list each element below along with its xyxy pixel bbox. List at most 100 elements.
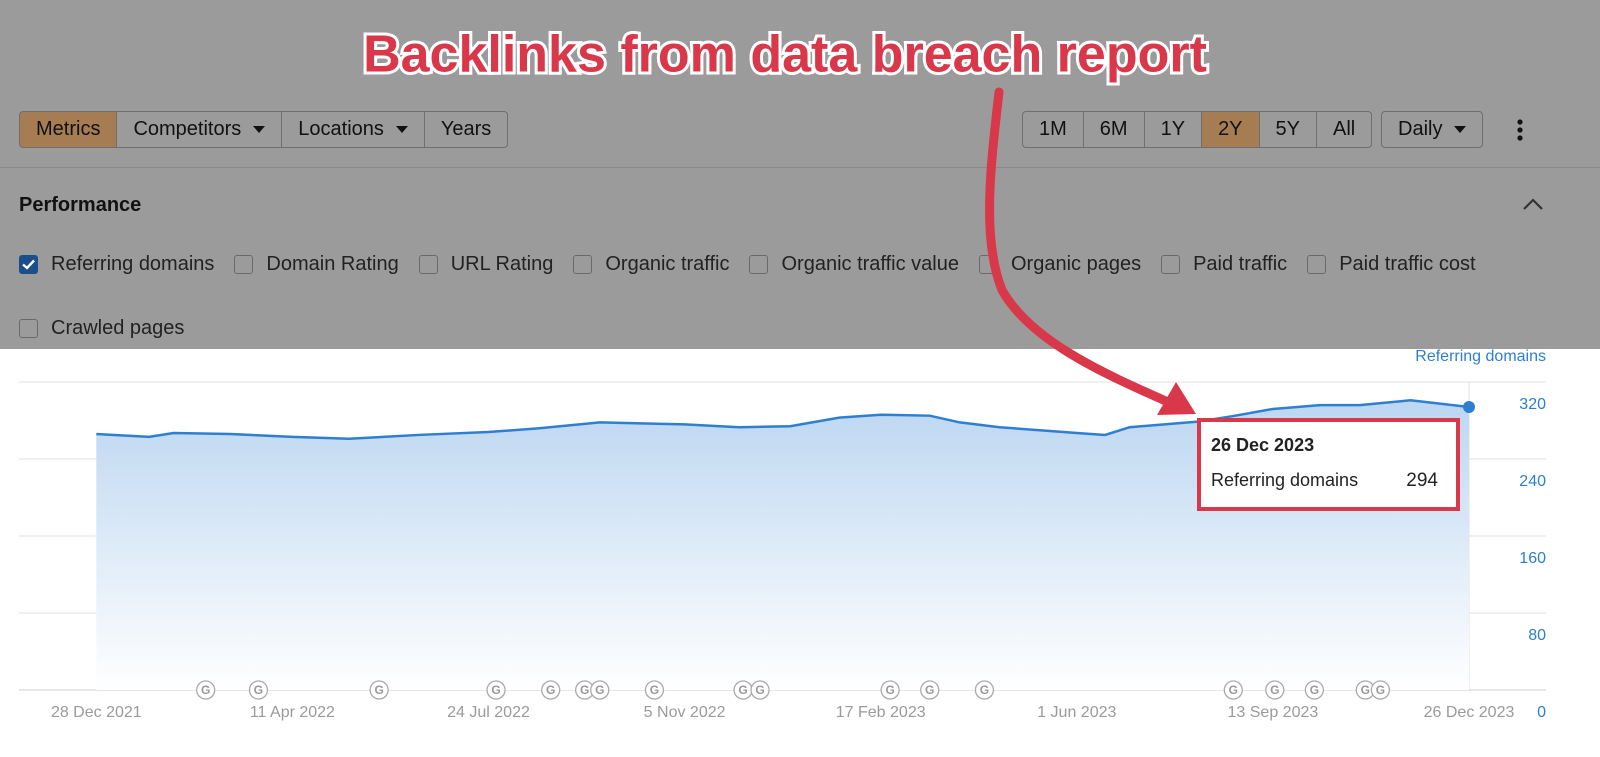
checkbox[interactable] xyxy=(978,254,998,274)
metric-checkbox[interactable]: Organic traffic xyxy=(573,252,729,276)
update-marker xyxy=(541,680,561,700)
metric-label: Domain Rating xyxy=(266,252,399,275)
button[interactable]: Daily xyxy=(1381,111,1484,148)
metric-label: Crawled pages xyxy=(51,316,185,339)
update-marker-label: G xyxy=(738,683,747,697)
legend-label: Referring domains xyxy=(1415,349,1546,365)
y-tick-label: 160 xyxy=(1519,550,1546,567)
update-marker-label: G xyxy=(980,683,989,697)
update-marker xyxy=(486,680,506,700)
interval-group: Daily xyxy=(1381,111,1484,148)
checkbox[interactable] xyxy=(234,254,254,274)
x-tick-label: 11 Apr 2022 xyxy=(250,704,335,721)
button[interactable]: 5Y xyxy=(1258,111,1317,148)
update-marker-label: G xyxy=(885,683,894,697)
check-mark xyxy=(22,259,35,270)
y-tick-label: 320 xyxy=(1519,396,1546,413)
dropdown-caret xyxy=(253,126,266,133)
update-marker-label: G xyxy=(755,683,764,697)
update-marker-label: G xyxy=(374,683,383,697)
collapse-chevron[interactable] xyxy=(1522,196,1544,212)
x-tick-label: 5 Nov 2022 xyxy=(644,704,726,721)
metric-checkbox[interactable]: Referring domains xyxy=(19,252,214,276)
button[interactable]: Metrics xyxy=(19,111,118,148)
area-fill xyxy=(96,400,1469,690)
tooltip-date: 26 Dec 2023 xyxy=(1211,435,1314,455)
button[interactable]: Locations xyxy=(281,111,425,148)
button-label: Locations xyxy=(298,118,384,140)
metric-checkbox[interactable]: URL Rating xyxy=(418,252,554,276)
checkbox[interactable] xyxy=(1161,254,1181,274)
y-tick-label: 80 xyxy=(1528,627,1546,644)
tab-group: Metrics Competitors Locations Years xyxy=(19,111,509,148)
metric-label: Paid traffic cost xyxy=(1339,252,1476,275)
x-tick-label: 13 Sep 2023 xyxy=(1228,704,1319,721)
checkbox[interactable] xyxy=(749,254,769,274)
button[interactable]: 1Y xyxy=(1143,111,1203,148)
metric-label: URL Rating xyxy=(450,252,554,275)
more-menu[interactable] xyxy=(1510,118,1530,142)
y-tick-label: 0 xyxy=(1537,704,1546,721)
update-marker xyxy=(974,680,995,700)
update-marker-label: G xyxy=(201,683,210,697)
button-label: Daily xyxy=(1398,118,1443,140)
button-label: 1M xyxy=(1039,118,1067,140)
metric-label: Organic traffic value xyxy=(781,252,959,275)
button-label: All xyxy=(1333,118,1356,140)
metric-checkbox[interactable]: Organic traffic value xyxy=(749,252,959,276)
checkbox[interactable] xyxy=(1307,254,1327,274)
dropdown-caret xyxy=(395,126,408,133)
metric-checkbox[interactable]: Paid traffic xyxy=(1161,252,1287,276)
update-marker-label: G xyxy=(1361,683,1370,697)
button[interactable]: All xyxy=(1316,111,1373,148)
update-marker-label: G xyxy=(1376,683,1385,697)
tooltip xyxy=(1197,418,1460,511)
update-marker xyxy=(880,680,900,700)
update-marker-label: G xyxy=(1270,683,1279,697)
x-tick-label: 28 Dec 2021 xyxy=(51,704,142,721)
button[interactable]: 1M xyxy=(1022,111,1084,148)
x-tick-label: 24 Jul 2022 xyxy=(447,704,530,721)
x-tick-label: 1 Jun 2023 xyxy=(1037,704,1116,721)
update-marker xyxy=(750,680,770,700)
update-marker xyxy=(1370,680,1391,700)
toolbar-area: Metrics Competitors Locations Years 1M 6M 1Y 2… xyxy=(0,0,1600,349)
metric-label: Organic traffic xyxy=(605,252,730,275)
button[interactable]: Competitors xyxy=(116,111,283,148)
update-marker xyxy=(920,680,940,700)
metric-checkbox[interactable]: Domain Rating xyxy=(234,252,399,276)
checkbox[interactable] xyxy=(573,254,593,274)
update-marker xyxy=(644,680,665,700)
checkbox[interactable] xyxy=(19,254,38,274)
button-label: Metrics xyxy=(36,118,101,140)
update-marker-label: G xyxy=(491,683,500,697)
update-marker xyxy=(1223,680,1243,700)
x-tick-label: 26 Dec 2023 xyxy=(1424,704,1515,721)
button[interactable]: 2Y xyxy=(1201,111,1260,148)
button[interactable]: 6M xyxy=(1082,111,1145,148)
button-label: 5Y xyxy=(1275,118,1300,140)
button[interactable]: Years xyxy=(423,111,509,148)
button-label: Years xyxy=(440,118,492,140)
range-group: 1M 6M 1Y 2Y 5Y All xyxy=(1022,111,1373,148)
metric-checkbox[interactable]: Paid traffic cost xyxy=(1307,252,1476,276)
update-marker xyxy=(196,680,216,700)
tooltip-value: 294 xyxy=(1406,470,1438,491)
update-marker-label: G xyxy=(925,683,934,697)
metric-checkbox[interactable]: Crawled pages xyxy=(19,316,184,340)
checkbox[interactable] xyxy=(418,254,438,274)
update-marker-label: G xyxy=(1229,683,1238,697)
x-tick-label: 17 Feb 2023 xyxy=(836,704,926,721)
section-title: Performance xyxy=(19,194,142,216)
divider xyxy=(0,167,1600,168)
metric-checkbox[interactable]: Organic pages xyxy=(978,252,1141,276)
tooltip-label: Referring domains xyxy=(1211,470,1358,490)
metric-label: Referring domains xyxy=(51,252,215,275)
end-point xyxy=(1463,401,1475,414)
checkbox[interactable] xyxy=(19,318,38,338)
update-marker xyxy=(1265,680,1285,700)
update-marker xyxy=(248,680,269,700)
update-marker xyxy=(590,680,610,700)
dropdown-caret xyxy=(1454,126,1467,133)
